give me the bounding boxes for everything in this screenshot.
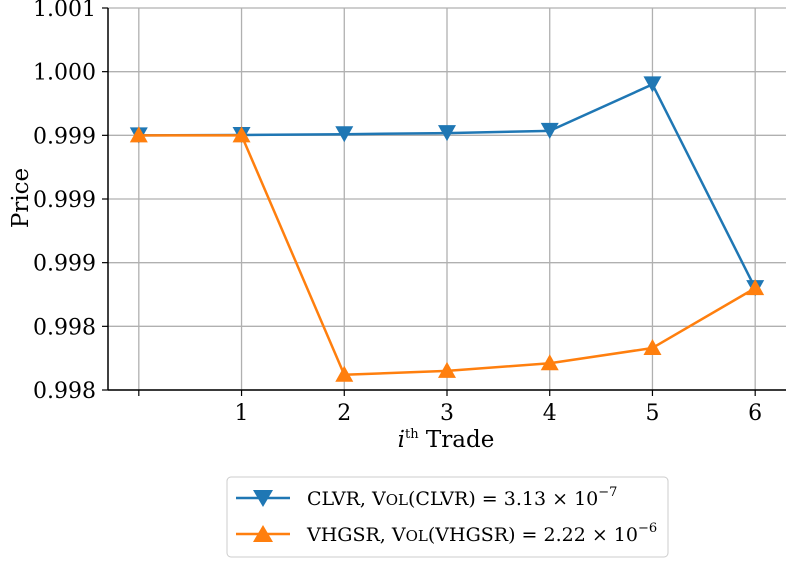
y-tick-label: 0.998 [33,379,96,404]
legend-entry-clvr: CLVR, VOL(CLVR) = 3.13 × 10−7 [236,485,617,510]
legend-entry-vhgsr: VHGSR, VOL(VHGSR) = 2.22 × 10−6 [236,521,657,546]
y-tick-label: 0.999 [33,252,96,277]
data-point-clvr [540,122,559,139]
y-tick-label: 1.000 [33,61,96,86]
x-axis-ticks: 1 2 3 4 5 6 [138,390,762,426]
grid-lines [108,7,786,391]
x-tick-label: 4 [543,401,557,426]
data-point-vhgsr [540,354,559,371]
y-tick-label: 1.001 [33,0,96,22]
x-axis-title: ith Trade [398,427,495,453]
y-tick-label: 0.999 [33,124,96,149]
data-point-clvr [335,126,354,143]
y-tick-label: 0.998 [33,315,96,340]
x-tick-label: 3 [440,401,454,426]
x-tick-label: 2 [337,401,351,426]
data-point-vhgsr [438,361,456,378]
y-axis-title: Price [8,168,34,228]
data-point-vhgsr [129,126,148,143]
y-tick-label: 0.999 [33,188,96,213]
legend-marker-vhgsr [253,525,273,542]
data-point-vhgsr [335,365,354,382]
data-point-clvr [438,125,456,142]
y-axis-ticks: 0.998 0.998 0.999 0.999 0.999 1.000 1.001 [33,0,108,404]
x-tick-label: 5 [645,401,659,426]
legend: CLVR, VOL(CLVR) = 3.13 × 10−7 VHGSR, VOL… [226,476,669,558]
legend-marker-clvr [253,490,273,507]
legend-box [226,476,669,558]
data-series [129,76,765,382]
data-point-clvr [643,76,662,93]
x-tick-label: 1 [235,401,249,426]
data-point-vhgsr [232,126,251,143]
legend-label-vhgsr: VHGSR, VOL(VHGSR) = 2.22 × 10−6 [306,521,657,546]
data-point-vhgsr [746,279,765,296]
legend-label-clvr: CLVR, VOL(CLVR) = 3.13 × 10−7 [307,485,617,510]
x-tick-label: 6 [748,401,762,426]
data-point-vhgsr [643,338,662,355]
